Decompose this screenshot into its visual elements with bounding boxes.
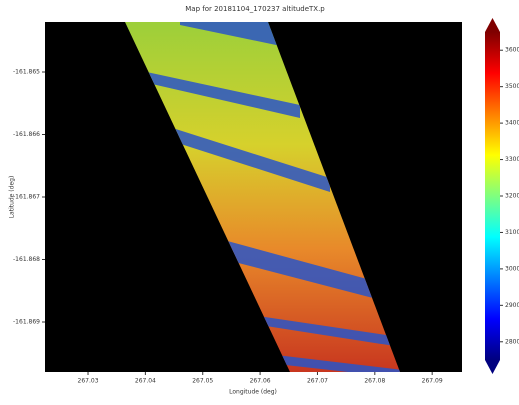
x-tick-label: 267.08 — [364, 378, 385, 385]
colorbar-tick-label: 3300 — [505, 156, 519, 163]
colorbar-tick-label: 3500 — [505, 83, 519, 90]
x-axis-label: Longitude (deg) — [229, 389, 277, 396]
x-tick-label: 267.03 — [78, 378, 99, 385]
colorbar-tick-label: 3200 — [505, 193, 519, 200]
x-tick-label: 267.05 — [192, 378, 213, 385]
x-tick-label: 267.04 — [135, 378, 156, 385]
colorbar-tick-label: 3400 — [505, 120, 519, 127]
colorbar-tick-label: 3600 — [505, 47, 519, 54]
colorbar-extend — [485, 18, 500, 32]
y-tick-label: -161.869 — [13, 319, 40, 326]
y-tick-label: -161.867 — [13, 194, 40, 201]
chart-title: Map for 20181104_170237 altitudeTX.p — [185, 5, 325, 13]
x-tick-label: 267.07 — [307, 378, 328, 385]
chart: Map for 20181104_170237 altitudeTX.p Lat… — [0, 0, 519, 405]
x-tick-label: 267.06 — [250, 378, 271, 385]
x-tick-label: 267.09 — [422, 378, 443, 385]
colorbar — [485, 32, 500, 360]
colorbar-extend — [485, 360, 500, 374]
y-tick-label: -161.868 — [13, 256, 40, 263]
colorbar-tick-label: 3100 — [505, 229, 519, 236]
colorbar-tick-label: 2900 — [505, 302, 519, 309]
y-tick-label: -161.865 — [13, 69, 40, 76]
y-tick-label: -161.866 — [13, 131, 40, 138]
colorbar-tick-label: 3000 — [505, 265, 519, 272]
colorbar-tick-label: 2800 — [505, 338, 519, 345]
